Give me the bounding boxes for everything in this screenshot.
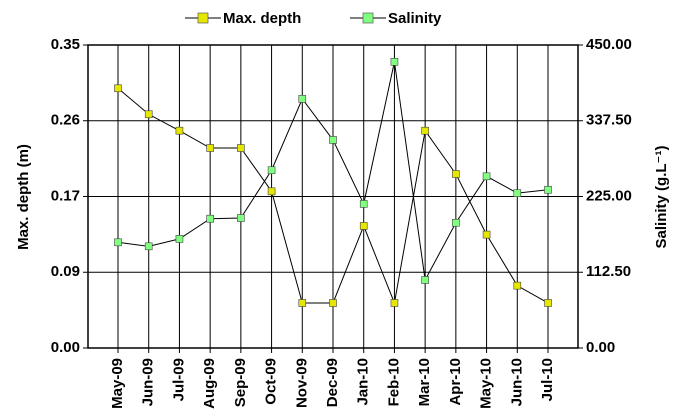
y2-tick-label: 112.50: [586, 263, 631, 280]
point-marker: [175, 235, 184, 243]
legend-label: Salinity: [388, 10, 442, 27]
point-marker: [544, 185, 552, 194]
point-marker: [452, 218, 460, 227]
y-tick-label: 0.17: [51, 187, 80, 204]
x-tick-label: May-10: [478, 358, 495, 409]
y2-tick-label: 337.50: [586, 112, 632, 129]
x-tick-label: Jan-10: [355, 358, 372, 406]
point-marker: [359, 200, 368, 208]
x-tick-label: Aug-09: [201, 358, 218, 409]
y-tick-label: 0.09: [51, 263, 80, 280]
point-marker: [175, 126, 184, 135]
legend-marker: [362, 12, 374, 24]
y2-axis-label: Salinity (g.L⁻¹): [653, 146, 670, 249]
x-tick-label: Jun-09: [140, 358, 157, 406]
point-marker: [482, 230, 491, 239]
y-tick-label: 0.26: [51, 112, 80, 129]
legend-label: Max. depth: [223, 10, 301, 27]
point-marker: [237, 214, 245, 222]
x-tick-label: Apr-10: [447, 358, 464, 406]
point-marker: [544, 299, 552, 307]
x-tick-label: Jul-10: [539, 358, 556, 401]
y-tick-label: 0.35: [51, 36, 80, 53]
point-marker: [452, 170, 460, 178]
point-marker: [513, 281, 522, 290]
point-marker: [482, 172, 491, 181]
point-marker: [237, 144, 245, 152]
plot-frame: [87, 44, 579, 349]
legend-marker: [197, 12, 209, 24]
x-tick-label: Sep-09: [232, 358, 249, 407]
point-marker: [206, 214, 214, 223]
point-marker: [390, 58, 399, 66]
point-marker: [298, 299, 307, 307]
point-marker: [267, 166, 276, 175]
y-tick-label: 0.00: [51, 339, 80, 356]
point-marker: [421, 126, 429, 135]
point-marker: [329, 299, 337, 307]
x-tick-label: Oct-09: [263, 358, 280, 405]
point-marker: [329, 136, 337, 144]
point-marker: [144, 242, 153, 251]
point-marker: [114, 238, 122, 247]
y2-tick-label: 0.00: [586, 339, 615, 356]
x-tick-label: Feb-10: [385, 358, 402, 406]
point-marker: [206, 144, 214, 152]
x-tick-label: Mar-10: [416, 358, 433, 406]
point-marker: [513, 189, 522, 197]
point-marker: [298, 95, 307, 103]
point-marker: [114, 84, 122, 93]
x-tick-label: Nov-09: [293, 358, 310, 408]
point-marker: [144, 110, 153, 119]
x-tick-label: Jul-09: [170, 358, 187, 401]
point-marker: [359, 222, 368, 230]
y2-tick-label: 225.00: [586, 187, 632, 204]
point-marker: [390, 299, 399, 307]
x-tick-label: May-09: [109, 358, 126, 409]
y-axis-label: Max. depth (m): [15, 144, 32, 250]
x-tick-label: Dec-09: [324, 358, 341, 407]
point-marker: [267, 187, 276, 196]
x-tick-label: Jun-10: [508, 358, 525, 406]
y2-tick-label: 450.00: [586, 36, 632, 53]
point-marker: [421, 276, 429, 284]
